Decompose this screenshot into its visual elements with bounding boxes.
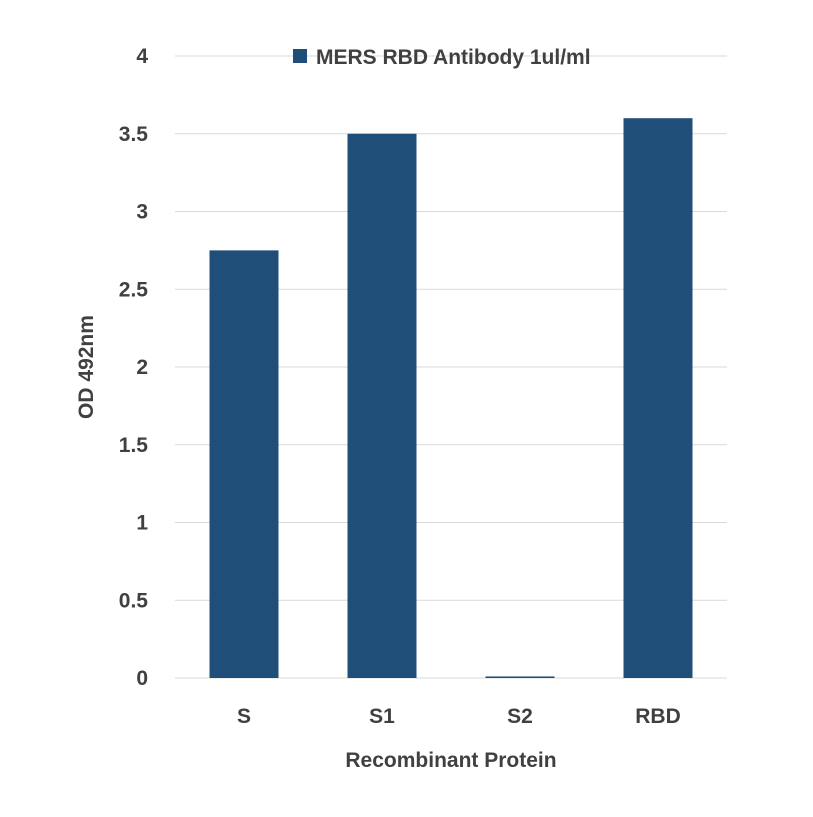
- y-tick-label: 1: [136, 512, 148, 535]
- y-tick-label: 4: [136, 45, 148, 68]
- bars: [209, 118, 693, 678]
- y-tick-label: 0: [136, 667, 148, 690]
- y-axis-title: OD 492nm: [75, 315, 98, 419]
- y-tick-label: 2.5: [119, 278, 149, 301]
- x-tick-label: RBD: [635, 705, 681, 728]
- x-tick-label: S1: [369, 705, 395, 728]
- x-axis-title: Recombinant Protein: [345, 749, 556, 772]
- y-tick-label: 1.5: [119, 434, 149, 457]
- bar-rbd: [623, 118, 693, 678]
- legend: MERS RBD Antibody 1ul/ml: [293, 46, 591, 69]
- x-tick-label: S: [237, 705, 251, 728]
- x-tick-labels: S S1 S2 RBD: [237, 705, 681, 728]
- legend-swatch: [293, 49, 307, 63]
- bar-s: [209, 250, 279, 678]
- legend-label: MERS RBD Antibody 1ul/ml: [316, 46, 591, 69]
- bar-s2: [485, 676, 555, 678]
- y-tick-label: 3.5: [119, 123, 149, 146]
- y-tick-labels: 0 0.5 1 1.5 2 2.5 3 3.5 4: [119, 45, 149, 690]
- y-tick-label: 2: [136, 356, 148, 379]
- x-tick-label: S2: [507, 705, 533, 728]
- y-tick-label: 0.5: [119, 589, 149, 612]
- bar-s1: [347, 133, 417, 678]
- y-tick-label: 3: [136, 201, 148, 224]
